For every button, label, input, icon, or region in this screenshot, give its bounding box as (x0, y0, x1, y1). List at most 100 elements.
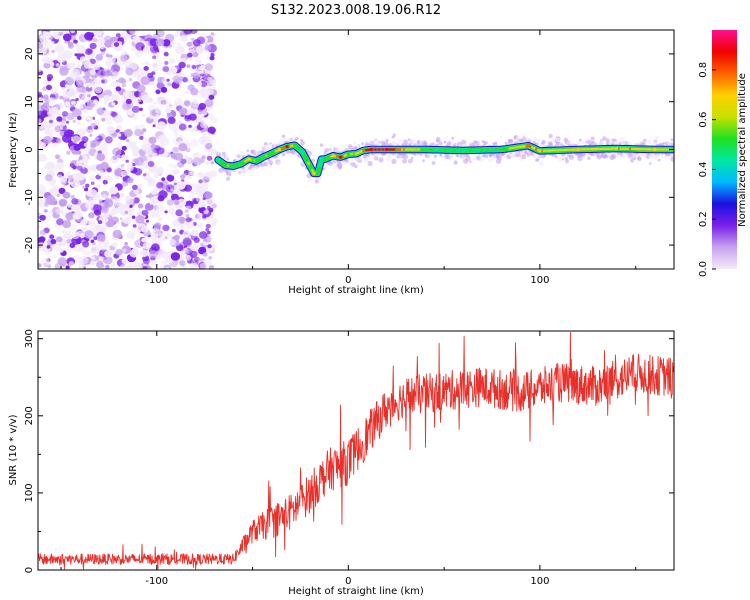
noise-blob (167, 82, 172, 87)
noise-blob (109, 186, 119, 195)
noise-blob (174, 179, 178, 183)
y-tick-label: 0 (24, 146, 35, 152)
noise-blob (102, 179, 108, 185)
noise-blob (47, 264, 52, 269)
noise-blob (170, 58, 176, 64)
snr-y-axis-label: SNR (10 * v/v) (8, 414, 19, 485)
ridge-halo (365, 156, 370, 162)
noise-blob (158, 190, 168, 199)
noise-blob (126, 139, 130, 143)
noise-blob (193, 39, 201, 47)
noise-blob (192, 189, 199, 195)
noise-blob (190, 246, 195, 251)
noise-blob (116, 167, 122, 174)
noise-blob (67, 62, 75, 70)
noise-blob (67, 204, 72, 208)
noise-blob (81, 86, 86, 90)
noise-blob (142, 128, 147, 133)
noise-blob (72, 119, 77, 124)
noise-blob (184, 100, 191, 107)
ridge-halo (565, 159, 569, 164)
noise-blob (178, 143, 188, 152)
noise-blob (80, 218, 88, 226)
noise-blob (211, 84, 216, 89)
noise-blob (175, 209, 184, 217)
noise-blob (140, 226, 149, 233)
noise-blob (127, 263, 133, 269)
noise-blob (176, 198, 187, 208)
noise-blob (190, 139, 200, 147)
noise-blob (130, 62, 138, 70)
noise-blob (115, 33, 121, 38)
noise-blob (179, 134, 184, 139)
noise-blob (116, 154, 121, 159)
noise-blob (44, 56, 53, 64)
ridge-halo (398, 156, 402, 160)
noise-blob (89, 58, 96, 65)
x-tick-label: 0 (345, 576, 351, 587)
noise-blob (88, 212, 95, 219)
noise-blob (185, 217, 192, 223)
noise-blob (156, 181, 164, 189)
noise-blob (132, 115, 138, 121)
ridge-halo (526, 153, 531, 157)
noise-blob (102, 68, 111, 77)
noise-blob (211, 222, 217, 227)
ridge-halo (657, 158, 661, 162)
ridge-halo (255, 166, 259, 170)
noise-blob (56, 162, 64, 170)
noise-blob (124, 242, 128, 246)
noise-blob (170, 252, 181, 261)
noise-blob (164, 210, 168, 214)
noise-blob (89, 69, 96, 76)
noise-blob (108, 198, 113, 203)
noise-blob (165, 266, 170, 269)
noise-blob (71, 100, 76, 105)
ridge-halo (234, 154, 238, 158)
ridge-halo (436, 139, 440, 143)
ridge-halo (441, 155, 444, 159)
noise-blob (140, 62, 144, 65)
noise-blob (204, 44, 212, 51)
noise-blob (133, 146, 139, 151)
noise-blob (206, 155, 213, 161)
noise-blob (163, 51, 169, 57)
noise-blob (59, 126, 63, 130)
noise-blob (55, 208, 63, 216)
ridge-halo (648, 162, 652, 165)
noise-blob (97, 36, 106, 45)
colorbar-ticks: 0.0 0.2 0.4 0.6 0.8 (698, 62, 716, 277)
noise-blob (174, 97, 184, 107)
y-tick-label: -20 (24, 237, 35, 253)
noise-blob (182, 237, 192, 246)
noise-blob (99, 144, 108, 152)
noise-blob (162, 39, 171, 47)
ridge-point (224, 163, 228, 167)
noise-blob (81, 136, 89, 143)
noise-blob (94, 209, 102, 216)
ridge-halo (408, 158, 413, 164)
x-tick-label: 0 (345, 275, 351, 286)
noise-blob (203, 238, 208, 243)
ridge-halo (619, 136, 625, 143)
noise-blob (97, 169, 105, 177)
noise-blob (120, 67, 125, 72)
noise-blob (123, 128, 133, 138)
noise-blob (38, 224, 44, 230)
noise-blob (61, 87, 66, 91)
noise-blob (58, 187, 66, 195)
noise-blob (117, 133, 122, 137)
noise-blob (71, 203, 80, 212)
ridge-point (500, 147, 504, 152)
noise-blob (93, 99, 98, 104)
noise-blob (176, 42, 182, 47)
noise-blob (151, 243, 160, 252)
noise-blob (87, 48, 93, 54)
noise-blob (209, 170, 218, 178)
noise-blob (39, 229, 47, 236)
noise-blob (199, 64, 206, 71)
ridge-halo (353, 164, 358, 169)
noise-blob (153, 45, 159, 51)
noise-blob (131, 105, 140, 113)
